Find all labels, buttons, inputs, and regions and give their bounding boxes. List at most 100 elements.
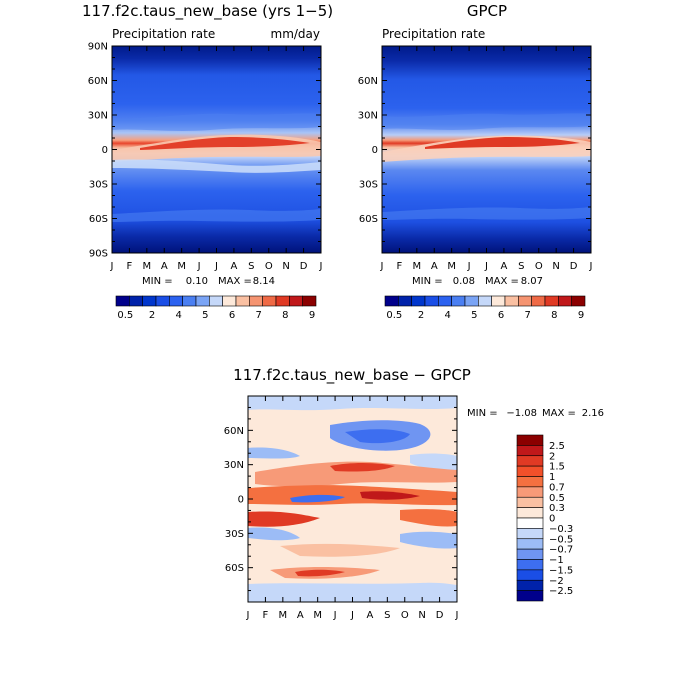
diff-field-neg-east (410, 453, 457, 471)
colorbar-swatch (262, 295, 277, 307)
x-tick-label: N (552, 261, 559, 272)
colorbar-label: 2 (549, 451, 555, 462)
colorbar-swatch (398, 295, 412, 307)
colorbar-swatch (518, 295, 532, 307)
colorbar-swatch (544, 295, 559, 307)
colorbar-swatch (169, 295, 183, 307)
y-tick-label: 0 (102, 145, 108, 156)
x-tick-label: J (214, 261, 218, 272)
y-tick-label: 60N (358, 76, 378, 87)
obs-panel: GPCP Precipitation rate 60N 30N 0 30S 60S J F… (358, 2, 593, 321)
colorbar-swatch (516, 528, 544, 540)
y-tick-label: 30N (88, 111, 108, 122)
y-tick-label: 60N (88, 76, 108, 87)
colorbar-swatch (516, 476, 544, 488)
colorbar-label: −2 (549, 576, 564, 587)
x-tick-label: M (177, 261, 186, 272)
diff-panel: 117.f2c.taus_new_base − GPCP 60N30N030S6… (224, 366, 604, 621)
colorbar-swatch (516, 569, 544, 581)
colorbar-swatch (516, 434, 544, 446)
colorbar-label: 9 (578, 310, 584, 321)
colorbar-label: 8 (282, 310, 288, 321)
colorbar-swatch (182, 295, 197, 307)
diff-field-neg-30s (248, 527, 300, 541)
model-field (112, 46, 321, 253)
diff-field-pos-15s (248, 511, 320, 527)
x-tick-label: A (366, 610, 373, 621)
colorbar-swatch (516, 538, 544, 550)
colorbar-swatch (516, 496, 544, 508)
obs-title: GPCP (467, 2, 507, 20)
colorbar-swatch (516, 465, 544, 477)
colorbar-swatch (424, 295, 439, 307)
model-subtitle-right: mm/day (271, 27, 321, 41)
model-field-south-storm (112, 209, 321, 222)
model-min-value: 0.10 (186, 276, 208, 287)
y-tick-label: 30N (224, 460, 244, 471)
y-tick-label: 90N (88, 42, 108, 53)
y-tick-label: 30S (225, 529, 244, 540)
colorbar-swatch (438, 295, 452, 307)
colorbar-swatch (571, 295, 586, 307)
colorbar-swatch (451, 295, 466, 307)
diff-field-neg-mid (248, 447, 300, 459)
diff-max-label: MAX = (542, 408, 576, 419)
colorbar-label: −1 (549, 555, 564, 566)
colorbar-swatch (302, 295, 317, 307)
colorbar-swatch (516, 517, 544, 529)
model-subtitle-left: Precipitation rate (112, 27, 215, 41)
diff-field-pos-30n (255, 461, 457, 487)
obs-subtitle-left: Precipitation rate (382, 27, 485, 41)
colorbar-label: 7 (255, 310, 261, 321)
colorbar-swatch (115, 295, 130, 307)
colorbar-swatch (516, 579, 544, 591)
obs-min-label: MIN = (412, 276, 443, 287)
colorbar-swatch (478, 295, 492, 307)
x-tick-label: O (401, 610, 409, 621)
x-tick-label: D (300, 261, 308, 272)
diff-min-label: MIN = (467, 408, 498, 419)
x-tick-label: J (589, 261, 593, 272)
obs-y-ticks: 60N 30N 0 30S 60S (358, 45, 591, 254)
y-tick-label: 30S (359, 180, 378, 191)
colorbar-label: 0 (549, 514, 555, 525)
colorbar-swatch (411, 295, 426, 307)
x-tick-label: D (570, 261, 578, 272)
y-tick-label: 60S (359, 214, 378, 225)
colorbar-swatch (275, 295, 290, 307)
x-tick-label: J (467, 261, 471, 272)
x-tick-label: A (500, 261, 507, 272)
x-tick-label: O (265, 261, 273, 272)
obs-field-itcz-core (425, 137, 580, 149)
diff-field-pos-30n-core (330, 463, 395, 472)
colorbar-swatch (384, 295, 399, 307)
x-tick-label: S (518, 261, 524, 272)
x-tick-label: F (127, 261, 133, 272)
y-tick-label: 30N (358, 111, 378, 122)
colorbar-swatch (516, 548, 544, 560)
diff-field-pos-45s (280, 543, 400, 557)
diff-title: 117.f2c.taus_new_base − GPCP (233, 366, 471, 385)
colorbar-label: 8 (551, 310, 557, 321)
colorbar-label: −1.5 (549, 565, 573, 576)
obs-field-band-north (382, 113, 591, 130)
colorbar-label: 0.5 (117, 310, 133, 321)
x-tick-label: A (431, 261, 438, 272)
colorbar-swatch (491, 295, 506, 307)
x-tick-label: A (161, 261, 168, 272)
x-tick-label: M (143, 261, 152, 272)
x-tick-label: M (313, 610, 322, 621)
colorbar-label: 2 (418, 310, 424, 321)
model-colorbar: 0.5 2 4 5 6 7 8 9 (115, 295, 317, 321)
colorbar-label: 0.7 (549, 482, 565, 493)
model-max-label: MAX = (218, 276, 252, 287)
colorbar-label: 6 (498, 310, 504, 321)
colorbar-swatch (516, 559, 544, 571)
y-tick-label: 0 (238, 495, 244, 506)
colorbar-swatch (289, 295, 303, 307)
x-tick-label: A (297, 610, 304, 621)
y-tick-label: 60S (89, 214, 108, 225)
colorbar-label: 2 (149, 310, 155, 321)
